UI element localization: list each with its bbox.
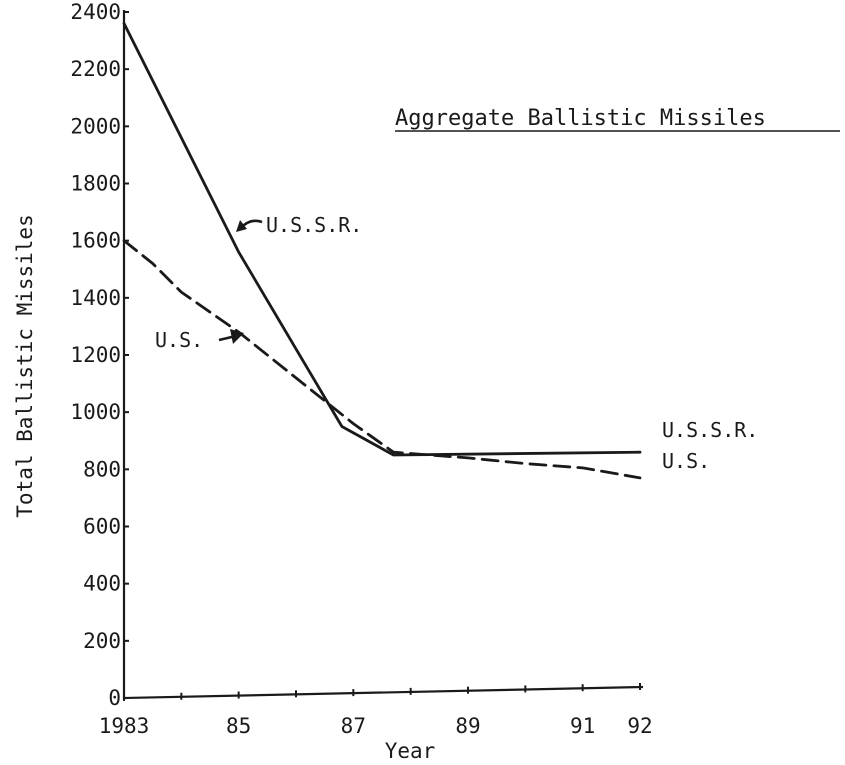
x-tick-label: 1983 — [99, 714, 150, 738]
chart-title: Aggregate Ballistic Missiles — [395, 106, 766, 131]
y-tick-label: 2400 — [70, 0, 121, 24]
x-tick-label: 87 — [341, 714, 366, 738]
y-tick-label: 200 — [83, 629, 121, 653]
series-callout-us: U.S. — [155, 328, 203, 352]
series-line-ussr — [122, 21, 642, 457]
y-tick-label: 1600 — [70, 229, 121, 253]
x-tick-label: 92 — [627, 714, 652, 738]
x-tick-label: 91 — [570, 714, 595, 738]
y-tick-label: 1200 — [70, 343, 121, 367]
x-axis-title: Year — [385, 739, 436, 763]
y-axis-title: Total Ballistic Missiles — [13, 214, 37, 517]
y-tick-label: 2000 — [70, 114, 121, 138]
y-tick-label: 800 — [83, 457, 121, 481]
annotations: U.S.S.R. U.S. U.S.S.R. U.S. — [155, 213, 758, 473]
y-tick-label: 600 — [83, 515, 121, 539]
x-tick-label: 85 — [226, 714, 251, 738]
y-tick-label: 1800 — [70, 172, 121, 196]
series-layer — [122, 21, 642, 480]
series-end-label-ussr: U.S.S.R. — [662, 418, 758, 442]
series-callout-ussr: U.S.S.R. — [266, 213, 362, 237]
y-tick-label: 0 — [108, 686, 121, 710]
y-tick-label: 2200 — [70, 57, 121, 81]
axes: 0 200 400 600 800 1000 1200 1400 1600 1800 2000 220… — [70, 0, 652, 738]
y-tick-label: 400 — [83, 572, 121, 596]
y-tick-label: 1400 — [70, 286, 121, 310]
x-axis-line — [123, 685, 644, 700]
series-end-label-us: U.S. — [662, 449, 710, 473]
y-tick-label: 1000 — [70, 400, 121, 424]
x-tick-label: 89 — [455, 714, 480, 738]
callout-arrowhead-ussr — [236, 220, 247, 232]
callout-arrowhead-us — [230, 329, 244, 344]
series-line-us — [122, 239, 642, 480]
